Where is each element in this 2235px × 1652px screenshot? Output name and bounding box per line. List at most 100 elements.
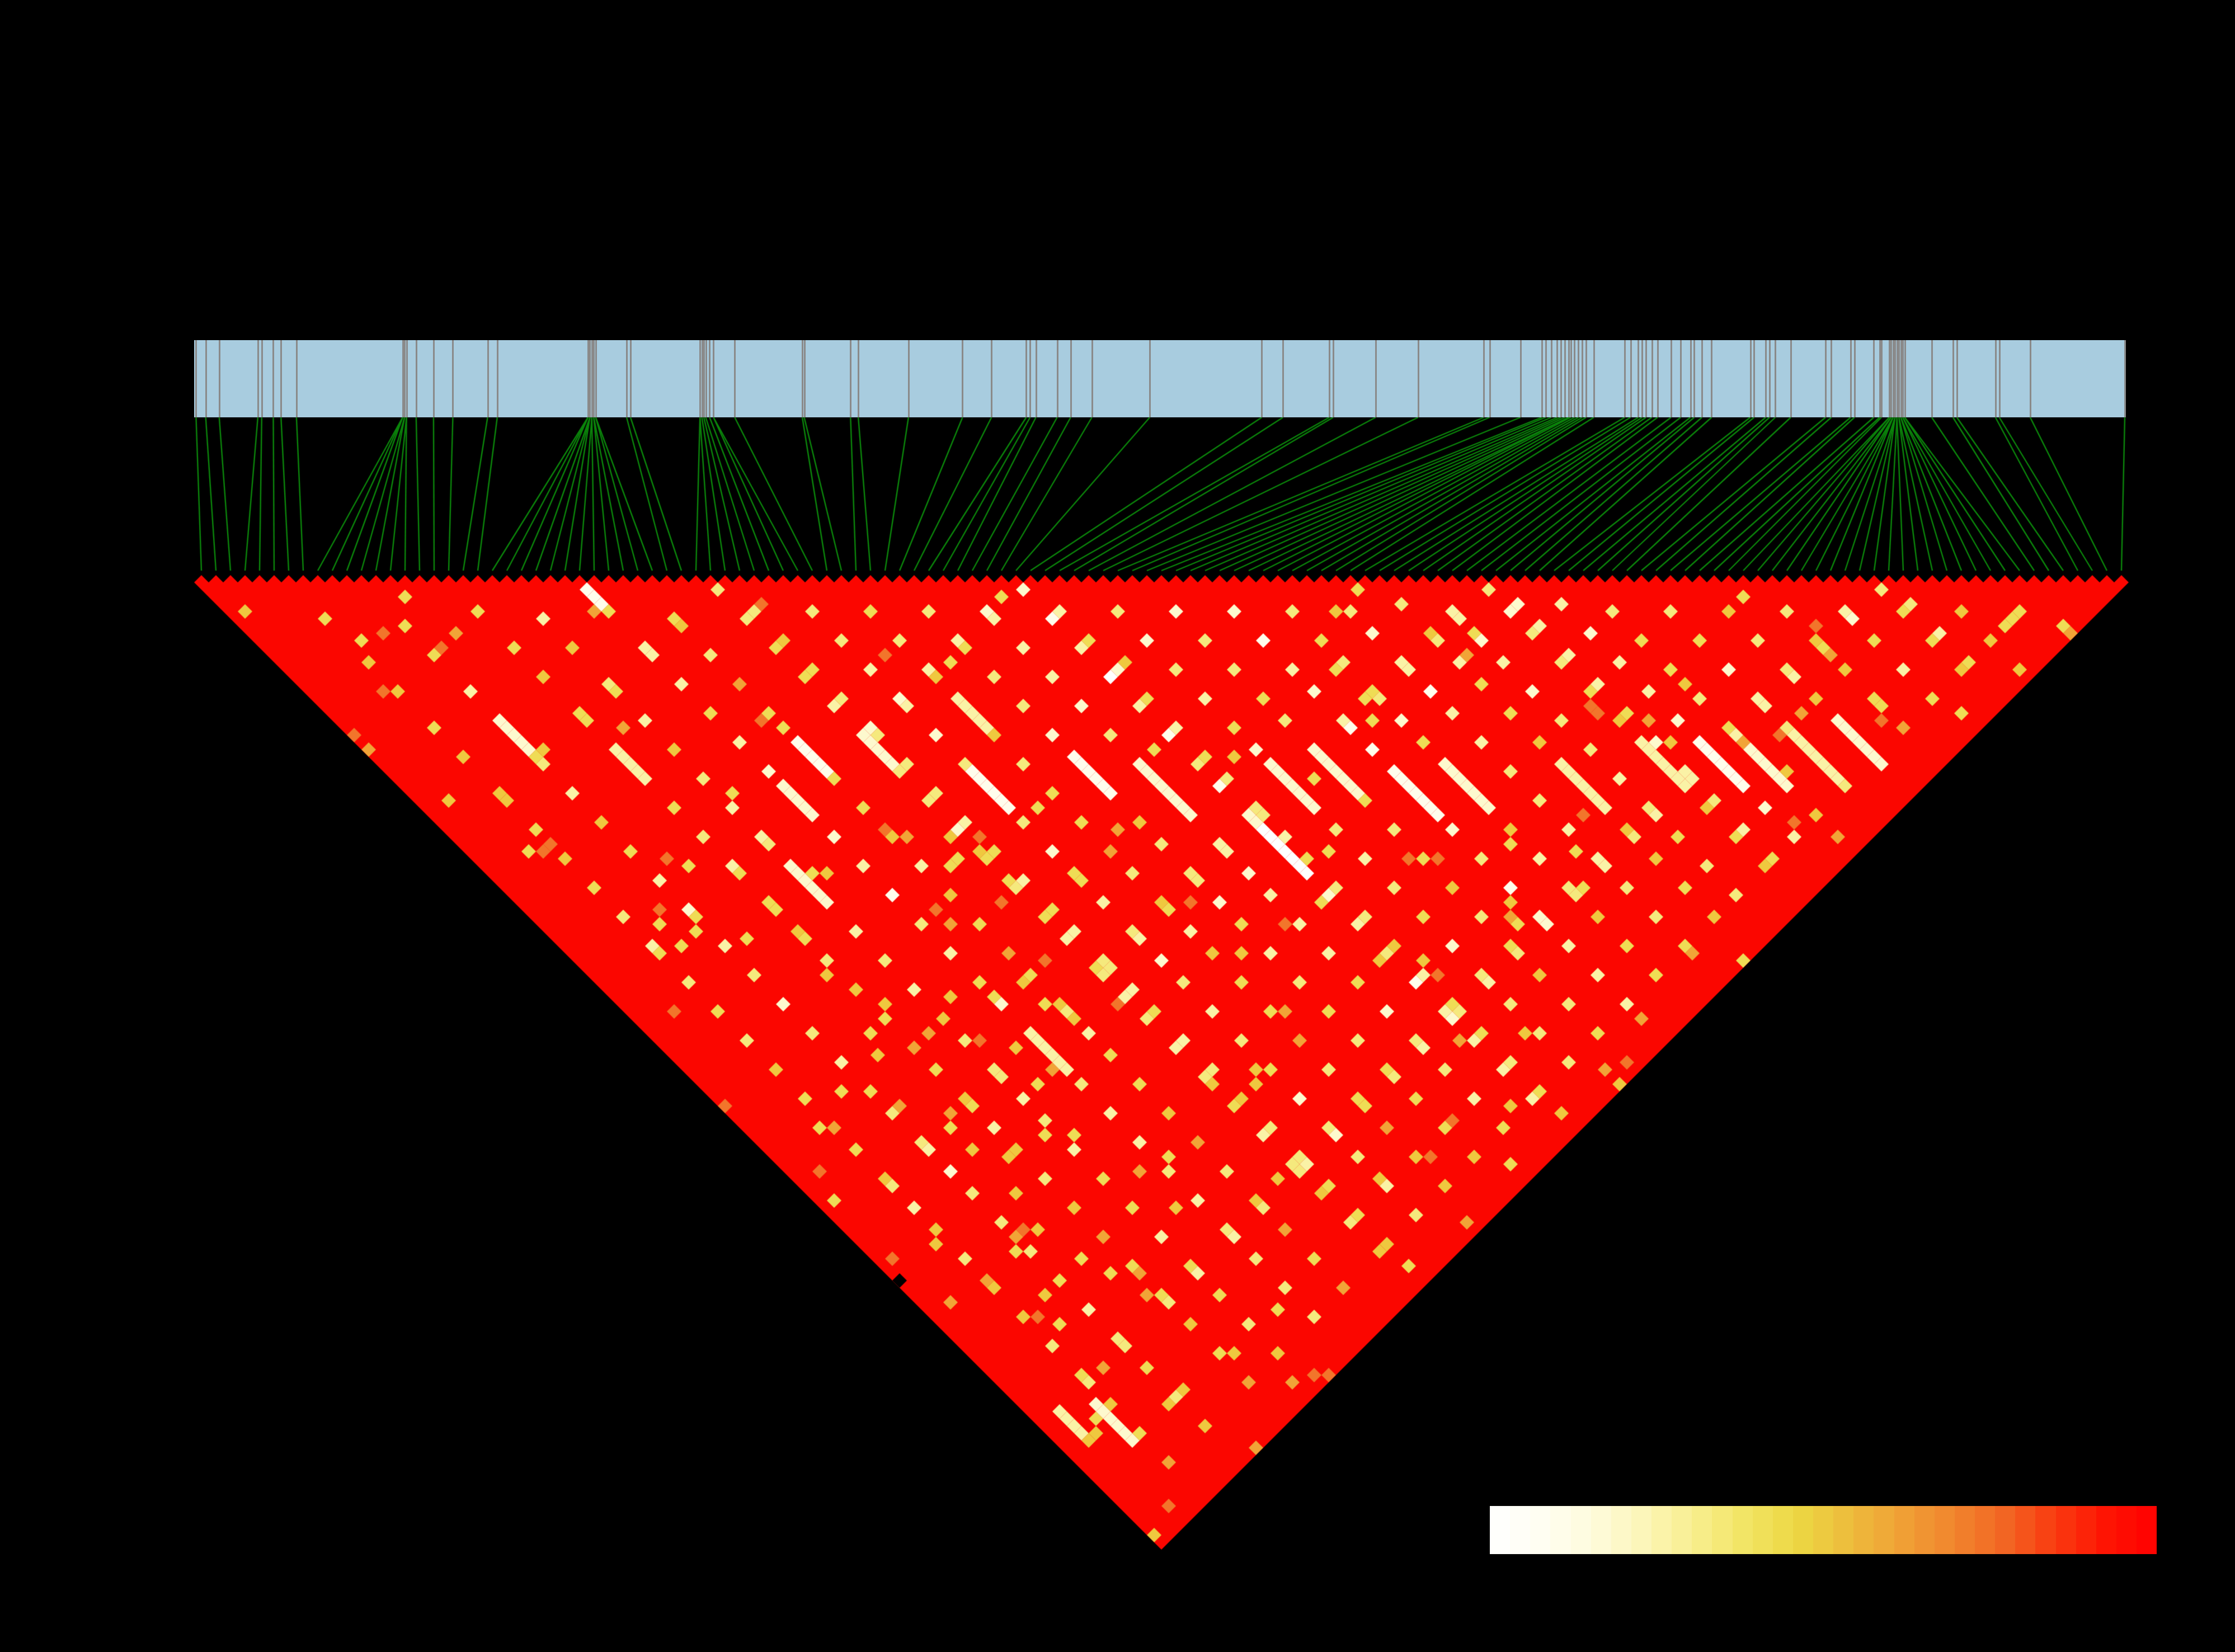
snp-position-tick: [1564, 340, 1566, 417]
snp-position-tick: [195, 340, 197, 417]
snp-position-tick: [701, 340, 703, 417]
snp-position-tick: [1261, 340, 1263, 417]
snp-position-tick: [1375, 340, 1377, 417]
snp-position-tick: [629, 340, 632, 417]
snp-position-tick: [1753, 340, 1756, 417]
snp-position-tick: [1952, 340, 1954, 417]
color-key-segment: [1550, 1506, 1571, 1554]
snp-position-tick: [1831, 340, 1833, 417]
snp-position-tick: [734, 340, 736, 417]
snp-position-tick: [1931, 340, 1933, 417]
snp-position-tick: [1417, 340, 1419, 417]
snp-position-tick: [1853, 340, 1856, 417]
snp-position-tick: [1556, 340, 1559, 417]
snp-position-tick: [1582, 340, 1584, 417]
color-key-segment: [2096, 1506, 2116, 1554]
snp-position-tick: [1879, 340, 1881, 417]
color-key-segment: [2055, 1506, 2076, 1554]
snp-position-tick: [1769, 340, 1771, 417]
snp-position-tick: [452, 340, 454, 417]
snp-position-tick: [1029, 340, 1032, 417]
snp-position-tick: [1056, 340, 1058, 417]
snp-position-tick: [1630, 340, 1632, 417]
snp-position-tick: [487, 340, 489, 417]
snp-position-tick: [1749, 340, 1752, 417]
snp-position-tick: [218, 340, 220, 417]
snp-position-tick: [595, 340, 597, 417]
color-key-segment: [1894, 1506, 1914, 1554]
snp-position-tick: [907, 340, 910, 417]
snp-position-tick: [1551, 340, 1553, 417]
snp-position-tick: [1850, 340, 1852, 417]
color-key-segment: [1631, 1506, 1651, 1554]
color-key-segment: [1833, 1506, 1854, 1554]
snp-position-tick: [1881, 340, 1883, 417]
color-key-segment: [1591, 1506, 1611, 1554]
snp-position-tick: [1585, 340, 1588, 417]
snp-position-tick: [850, 340, 852, 417]
snp-position-tick: [1956, 340, 1958, 417]
color-key-segment: [1530, 1506, 1551, 1554]
snp-position-tick: [1489, 340, 1491, 417]
snp-position-tick: [1701, 340, 1704, 417]
snp-position-tick: [1775, 340, 1777, 417]
snp-position-tick: [1896, 340, 1898, 417]
color-key-segment: [1672, 1506, 1692, 1554]
snp-position-tick: [1898, 340, 1900, 417]
color-key-segment: [2035, 1506, 2056, 1554]
snp-position-tick: [1671, 340, 1672, 417]
snp-position-tick: [1574, 340, 1576, 417]
color-key-segment: [1772, 1506, 1793, 1554]
snp-position-tick: [1873, 340, 1875, 417]
color-key-segment: [1692, 1506, 1712, 1554]
snp-position-tick: [1519, 340, 1522, 417]
snp-position-tick: [261, 340, 263, 417]
snp-position-tick: [402, 340, 404, 417]
snp-position-tick: [1994, 340, 1997, 417]
snp-position-tick: [272, 340, 275, 417]
snp-position-tick: [1329, 340, 1331, 417]
snp-position-tick: [1638, 340, 1640, 417]
color-key-segment: [1490, 1506, 1511, 1554]
snp-position-tick: [295, 340, 298, 417]
color-key-segment: [2116, 1506, 2137, 1554]
color-key-segment: [1712, 1506, 1733, 1554]
snp-position-tick: [1894, 340, 1897, 417]
snp-position-tick: [205, 340, 207, 417]
snp-position-tick: [1091, 340, 1093, 417]
snp-position-tick: [1025, 340, 1028, 417]
snp-position-tick: [1998, 340, 2001, 417]
snp-position-tick: [1483, 340, 1485, 417]
color-key-segment: [1732, 1506, 1753, 1554]
snp-position-tick: [1570, 340, 1572, 417]
snp-position-tick: [1657, 340, 1659, 417]
genomic-position-bar: [194, 340, 2126, 417]
snp-position-tick: [415, 340, 417, 417]
snp-position-tick: [593, 340, 595, 417]
snp-position-tick: [1651, 340, 1653, 417]
color-key-segment: [1651, 1506, 1672, 1554]
color-key-segment: [1853, 1506, 1874, 1554]
snp-position-tick: [406, 340, 408, 417]
snp-position-tick: [1825, 340, 1827, 417]
color-key-segment: [2015, 1506, 2036, 1554]
snp-position-tick: [1149, 340, 1151, 417]
snp-position-tick: [626, 340, 628, 417]
snp-position-tick: [496, 340, 498, 417]
color-key-segment: [2137, 1506, 2157, 1554]
snp-position-tick: [1892, 340, 1894, 417]
snp-position-tick: [1545, 340, 1547, 417]
snp-position-tick: [2029, 340, 2031, 417]
snp-position-tick: [1690, 340, 1692, 417]
snp-position-tick: [591, 340, 593, 417]
snp-position-tick: [1624, 340, 1626, 417]
color-key-segment: [1995, 1506, 2016, 1554]
snp-position-tick: [1711, 340, 1713, 417]
color-key-segment: [1611, 1506, 1631, 1554]
snp-position-tick: [709, 340, 711, 417]
snp-position-tick: [802, 340, 804, 417]
snp-position-tick: [280, 340, 283, 417]
snp-position-tick: [1541, 340, 1543, 417]
snp-position-tick: [1765, 340, 1767, 417]
